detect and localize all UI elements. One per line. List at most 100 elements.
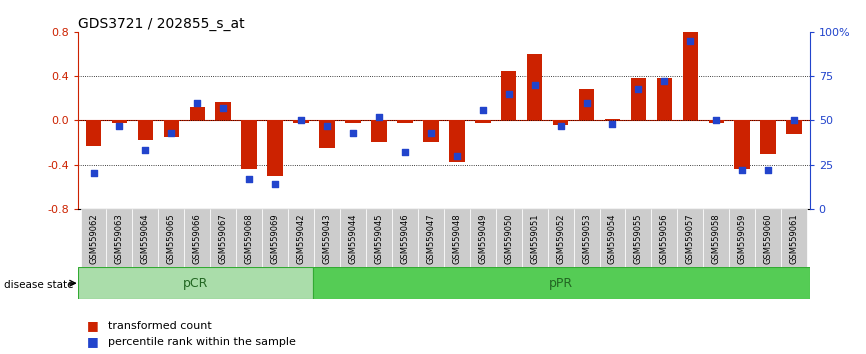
Bar (755, 209, 781, 267)
Point (320, 123, 334, 129)
Point (294, 118, 308, 123)
Bar (210, 209, 236, 267)
Bar (107, 209, 132, 267)
Text: GDS3721 / 202855_s_at: GDS3721 / 202855_s_at (78, 17, 244, 31)
Bar (190, 107, 205, 120)
Text: GSM559069: GSM559069 (271, 213, 280, 264)
Text: GSM559057: GSM559057 (686, 213, 695, 264)
Text: percentile rank within the sample: percentile rank within the sample (108, 337, 296, 347)
Bar (651, 209, 677, 267)
Bar (703, 209, 729, 267)
Text: GSM559042: GSM559042 (296, 213, 306, 264)
Text: GSM559061: GSM559061 (790, 213, 798, 264)
Point (424, 130, 438, 136)
Point (709, 118, 723, 123)
Bar (578, 89, 594, 120)
Bar (656, 78, 672, 120)
Bar (132, 209, 158, 267)
Text: GSM559053: GSM559053 (582, 213, 591, 264)
Bar (573, 209, 599, 267)
Bar (449, 120, 464, 162)
Text: GSM559056: GSM559056 (660, 213, 669, 264)
Text: ■: ■ (87, 335, 99, 348)
Text: GSM559067: GSM559067 (219, 213, 228, 264)
Text: GSM559065: GSM559065 (167, 213, 176, 264)
Bar (112, 120, 127, 122)
Text: GSM559059: GSM559059 (738, 213, 746, 264)
Point (553, 123, 567, 129)
Bar (340, 209, 366, 267)
Bar (708, 120, 724, 122)
Bar (599, 209, 625, 267)
Bar (366, 209, 392, 267)
Bar (527, 54, 542, 120)
Bar (294, 120, 309, 122)
Point (501, 91, 515, 97)
Text: GSM559064: GSM559064 (141, 213, 150, 264)
Text: disease state: disease state (4, 280, 74, 290)
Point (657, 79, 671, 84)
Text: GSM559051: GSM559051 (530, 213, 540, 264)
Text: GSM559054: GSM559054 (608, 213, 617, 264)
Bar (158, 209, 184, 267)
Bar (677, 209, 703, 267)
Text: GSM559068: GSM559068 (245, 213, 254, 264)
Point (216, 105, 230, 111)
Text: GSM559060: GSM559060 (764, 213, 772, 264)
Bar (495, 209, 521, 267)
Point (735, 167, 749, 173)
Text: GSM559048: GSM559048 (452, 213, 462, 264)
Text: GSM559049: GSM559049 (478, 213, 488, 264)
Point (631, 86, 645, 91)
Point (449, 153, 463, 159)
Text: pCR: pCR (183, 277, 208, 290)
Bar (372, 120, 387, 143)
Bar (729, 209, 755, 267)
Bar (521, 209, 547, 267)
Text: GSM559045: GSM559045 (374, 213, 384, 264)
Bar (781, 209, 807, 267)
Point (165, 130, 178, 136)
Point (191, 100, 204, 105)
Text: GSM559063: GSM559063 (115, 213, 124, 264)
Bar (423, 120, 439, 143)
Bar (164, 120, 179, 137)
Text: transformed count: transformed count (108, 321, 212, 331)
Bar (392, 209, 418, 267)
Bar (760, 120, 776, 154)
Text: GSM559050: GSM559050 (504, 213, 514, 264)
Bar (242, 120, 257, 169)
Bar (138, 120, 153, 140)
Point (398, 149, 412, 155)
Text: GSM559058: GSM559058 (712, 213, 721, 264)
Text: GSM559044: GSM559044 (348, 213, 358, 264)
Point (139, 148, 152, 153)
Bar (786, 120, 802, 134)
Point (242, 176, 256, 182)
Bar (313, 267, 810, 299)
Bar (630, 78, 646, 120)
Bar (184, 209, 210, 267)
Text: GSM559047: GSM559047 (426, 213, 436, 264)
Text: GSM559055: GSM559055 (634, 213, 643, 264)
Point (761, 167, 775, 173)
Text: GSM559062: GSM559062 (89, 213, 98, 264)
Bar (501, 70, 516, 120)
Point (579, 100, 593, 105)
Bar (86, 120, 101, 146)
Text: GSM559052: GSM559052 (556, 213, 565, 264)
Bar (216, 102, 231, 120)
Text: ■: ■ (87, 319, 99, 332)
Bar (320, 120, 335, 148)
Text: GSM559046: GSM559046 (400, 213, 410, 264)
Bar (682, 32, 698, 120)
Bar (397, 120, 413, 122)
Bar (314, 209, 340, 267)
Point (475, 107, 489, 113)
Bar (288, 209, 314, 267)
Bar (469, 209, 495, 267)
Bar (346, 120, 361, 122)
Bar (236, 209, 262, 267)
Bar (604, 119, 620, 120)
Point (372, 114, 386, 120)
